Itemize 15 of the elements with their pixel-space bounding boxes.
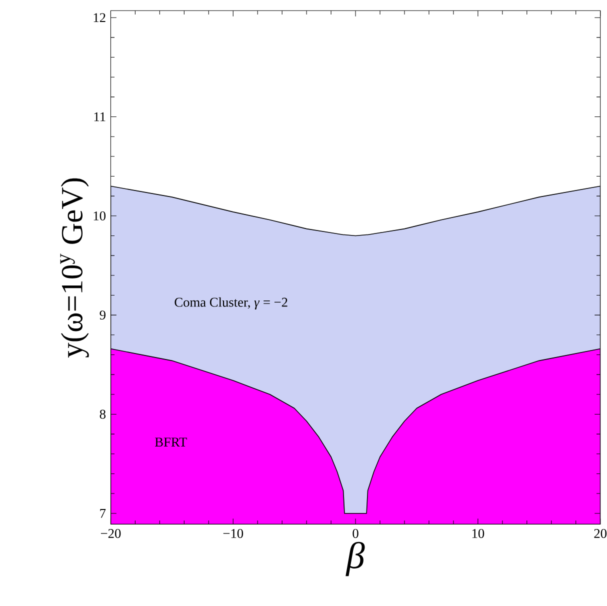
y-tick-label: 8 [100, 410, 106, 419]
y-tick-label: 11 [94, 112, 106, 122]
y-tick-label: 10 [94, 212, 106, 221]
y-axis-title: y(ω=10$^{y}$ GeV) [60, 178, 89, 358]
series-label: Coma Cluster, γ = −2 [174, 298, 288, 310]
y-tick-label: 12 [94, 13, 106, 22]
x-tick-label: 20 [594, 529, 607, 538]
y-tick-label: 7 [100, 509, 106, 518]
x-tick-label: 0 [352, 529, 358, 538]
x-axis-title: β [346, 542, 365, 576]
x-tick-label: −10 [223, 529, 244, 538]
y-tick-label: 9 [100, 310, 106, 320]
x-tick-label: −20 [100, 529, 121, 538]
x-tick-label: 10 [472, 529, 484, 538]
series-label: BFRT [154, 438, 187, 447]
